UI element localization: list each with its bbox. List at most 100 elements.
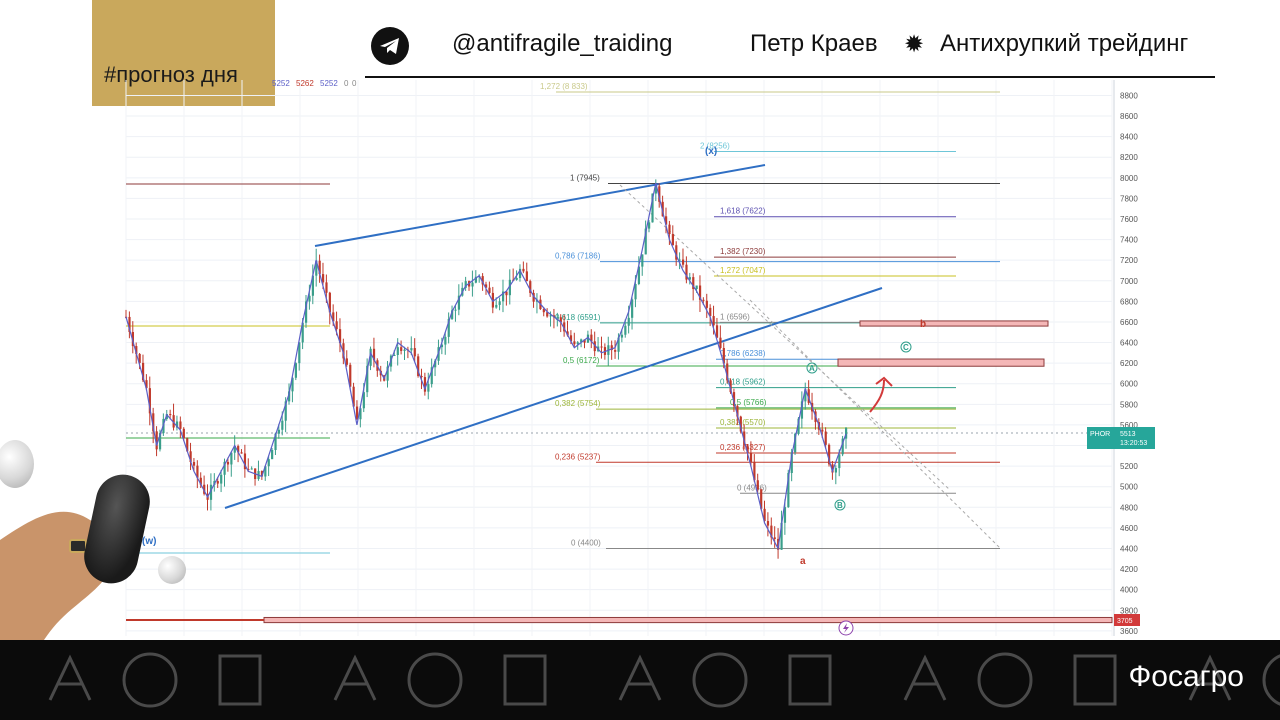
price-tag-timer: 13:20:53: [1120, 440, 1147, 447]
candle-body: [196, 465, 199, 478]
y-tick-label: 7800: [1120, 194, 1138, 203]
candle-body: [155, 431, 158, 450]
candle-body: [457, 295, 461, 310]
candle-body: [671, 234, 674, 246]
candle-body: [692, 277, 695, 290]
footer-pattern: [48, 652, 1280, 708]
candle-body: [308, 295, 311, 302]
candle-body: [749, 453, 753, 462]
candle-body: [563, 322, 566, 332]
candle-body: [658, 186, 661, 202]
candle-body: [834, 468, 838, 473]
candle-body: [189, 451, 192, 463]
candle-body: [349, 364, 352, 387]
candle-body: [226, 461, 230, 465]
candle-body: [298, 342, 301, 364]
candle-body: [274, 433, 277, 451]
candle-body: [332, 312, 335, 322]
candle-body: [301, 322, 304, 343]
candle-body: [417, 356, 420, 376]
laurel-wreath: [1262, 654, 1280, 706]
candle-body: [420, 375, 423, 378]
y-tick-label: 6400: [1120, 339, 1138, 348]
candle-body: [386, 366, 389, 381]
candle-body: [739, 416, 742, 432]
candle-body: [325, 282, 328, 293]
price-tag: [1087, 427, 1155, 449]
laurel-wreath: [977, 652, 1033, 708]
candle-body: [186, 438, 189, 452]
lightning-icon: [843, 623, 849, 633]
candle-body: [821, 429, 824, 432]
fib-level-label: 0,382 (5754): [555, 399, 601, 408]
candle-body: [542, 309, 545, 313]
candle-body: [271, 450, 274, 460]
y-tick-label: 4400: [1120, 544, 1138, 553]
y-tick-label: 8400: [1120, 133, 1138, 142]
candle-body: [838, 454, 841, 469]
candle-body: [464, 281, 467, 288]
emblem: [788, 654, 832, 706]
candle-body: [444, 336, 447, 345]
fib-level-label: 0,5 (6172): [563, 356, 600, 365]
price-tag-ticker: PHOR: [1090, 431, 1110, 438]
candle-body: [828, 444, 831, 465]
candle-body: [400, 347, 403, 351]
candle-body: [491, 292, 494, 308]
telegram-icon[interactable]: [371, 27, 409, 65]
channel-handle[interactable]: @antifragile_traiding: [452, 30, 673, 57]
candle-body: [753, 461, 756, 481]
project-name: Антихрупкий трейдинг: [940, 30, 1189, 57]
ohlc-value: 0: [344, 79, 349, 88]
candle-body: [305, 301, 308, 323]
candle-body: [576, 342, 579, 345]
wave-label: A: [809, 364, 815, 373]
candle-body: [695, 285, 698, 290]
candle-body: [532, 292, 535, 302]
candle-body: [338, 329, 342, 344]
candle-body: [756, 480, 759, 490]
candle-body: [522, 268, 525, 272]
candle-body: [199, 477, 202, 485]
wave-label: B: [837, 501, 843, 510]
y-tick-label: 7200: [1120, 256, 1138, 265]
y-tick-label: 5000: [1120, 483, 1138, 492]
y-tick-label: 8600: [1120, 112, 1138, 121]
fib-level-label: 1 (6596): [720, 312, 750, 321]
fib-level-label: 2 (8256): [700, 141, 730, 150]
candle-body: [719, 337, 722, 349]
candle-body: [631, 299, 634, 318]
candle-body: [651, 193, 654, 223]
candle-body: [267, 459, 270, 467]
monogram: [333, 654, 377, 701]
candle-body: [698, 285, 702, 300]
candle-body: [620, 334, 624, 338]
y-tick-label: 3800: [1120, 606, 1138, 615]
pearl-decoration: [158, 556, 186, 584]
candle-body: [726, 363, 729, 381]
y-tick-label: 6800: [1120, 297, 1138, 306]
candle-body: [481, 276, 484, 285]
candle-body: [182, 428, 185, 439]
fib-level-label: 0,236 (5237): [555, 452, 601, 461]
candle-body: [243, 453, 247, 470]
candle-body: [165, 414, 168, 419]
fib-level-label: 0,786 (7186): [555, 252, 601, 261]
candle-body: [342, 343, 345, 359]
candle-body: [766, 521, 770, 526]
candle-body: [583, 339, 586, 343]
candle-body: [681, 259, 685, 265]
candle-body: [770, 525, 773, 538]
candle-body: [169, 414, 172, 416]
stop-price-value: 3705: [1117, 618, 1133, 625]
candle-body: [362, 392, 365, 409]
candle-body: [148, 388, 151, 414]
y-tick-label: 5200: [1120, 462, 1138, 471]
candle-body: [807, 389, 810, 403]
candle-body: [715, 325, 719, 338]
candle-body: [845, 428, 848, 439]
candle-body: [291, 377, 294, 392]
candle-body: [580, 339, 583, 343]
candle-body: [335, 321, 338, 330]
candle-body: [573, 341, 576, 345]
